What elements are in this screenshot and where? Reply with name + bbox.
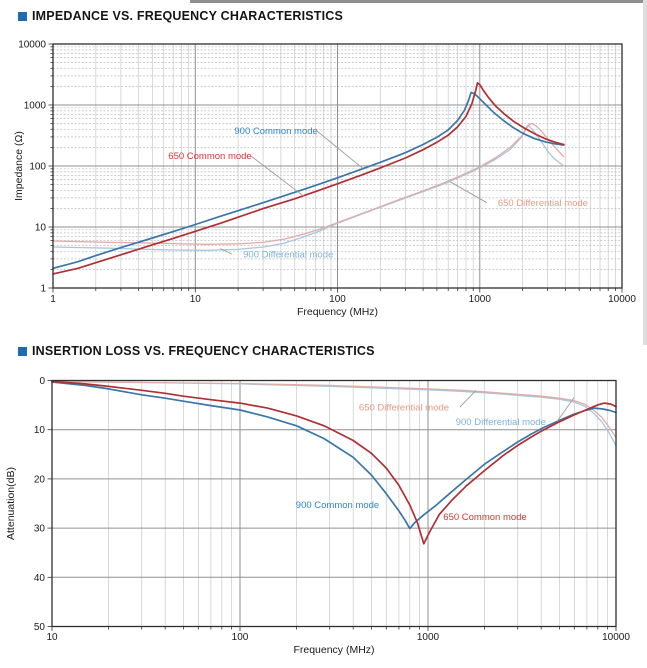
axis-ticks	[48, 43, 623, 293]
series-label-650-common-mode: 650 Common mode	[443, 512, 526, 523]
title-bullet-icon	[18, 346, 27, 356]
series-curves	[51, 380, 617, 545]
y-tick-label: 1	[40, 284, 46, 295]
tick-labels: 10 100 1000 10000 0 10 20 30 40 50	[34, 376, 630, 643]
x-tick-label: 10	[190, 294, 202, 305]
tick-labels: 1 10 100 1000 10000 1 10 100 1000 10000	[18, 40, 636, 306]
x-tick-label: 1	[50, 294, 56, 305]
insertion-loss-chart-title: INSERTION LOSS VS. FREQUENCY CHARACTERIS…	[18, 344, 375, 358]
page-right-edge-decoration	[643, 0, 647, 345]
y-tick-label: 100	[29, 162, 46, 173]
x-axis-label: Frequency (MHz)	[293, 644, 374, 656]
y-tick-label: 1000	[24, 101, 47, 112]
x-axis-label: Frequency (MHz)	[297, 306, 378, 318]
annotation-leader-line	[316, 130, 363, 169]
series-labels: 900 Common mode 650 Common mode 650 Differ…	[168, 126, 588, 260]
x-tick-label: 10	[46, 632, 58, 643]
x-tick-label: 1000	[417, 632, 440, 643]
x-tick-label: 1000	[469, 294, 492, 305]
curve-650-differential-mode	[51, 380, 617, 439]
series-label-900-differential-mode: 900 Differential mode	[456, 417, 546, 428]
impedance-chart: 900 Common mode 650 Common mode 650 Differ…	[13, 40, 636, 319]
annotation-leaders	[220, 130, 488, 255]
insertion-loss-chart: 650 Differential mode 900 Differential mo…	[5, 376, 630, 656]
title-text: IMPEDANCE VS. FREQUENCY CHARACTERISTICS	[32, 9, 344, 23]
curve-900-differential-mode	[51, 380, 617, 447]
x-tick-label: 10000	[602, 632, 630, 643]
series-curves	[52, 82, 565, 275]
plot-border	[51, 379, 617, 628]
series-label-900-differential-mode: 900 Differential mode	[243, 249, 333, 260]
annotation-leader-line	[220, 248, 233, 255]
y-tick-label: 30	[34, 524, 46, 535]
x-tick-label: 100	[329, 294, 346, 305]
axis-ticks	[47, 380, 617, 631]
grid-major	[52, 380, 616, 627]
series-label-650-differential-mode: 650 Differential mode	[498, 198, 588, 209]
title-bullet-icon	[18, 11, 27, 21]
annotation-leaders	[459, 389, 575, 423]
y-tick-label: 0	[39, 376, 45, 387]
y-axis-label: Attenuation(dB)	[5, 467, 17, 540]
curve-650-differential-mode	[52, 122, 565, 245]
series-label-650-differential-mode: 650 Differential mode	[359, 402, 449, 413]
y-tick-label: 40	[34, 573, 46, 584]
grid-minor	[108, 380, 608, 627]
impedance-chart-title: IMPEDANCE VS. FREQUENCY CHARACTERISTICS	[18, 9, 343, 23]
series-label-900-common-mode: 900 Common mode	[296, 500, 379, 511]
annotation-leader-line	[459, 389, 477, 408]
curve-900-common-mode	[51, 381, 617, 530]
series-label-650-common-mode: 650 Common mode	[168, 151, 251, 162]
y-axis-label: Impedance (Ω)	[13, 131, 25, 201]
curve-900-common-mode	[52, 91, 565, 270]
annotation-leader-line	[449, 181, 488, 204]
series-labels: 650 Differential mode 900 Differential mo…	[296, 402, 546, 523]
title-text: INSERTION LOSS VS. FREQUENCY CHARACTERIS…	[32, 344, 375, 358]
y-tick-label: 50	[34, 622, 46, 633]
x-tick-label: 10000	[608, 294, 636, 305]
y-tick-label: 20	[34, 474, 46, 485]
curve-650-common-mode	[52, 82, 565, 275]
series-label-900-common-mode: 900 Common mode	[234, 126, 317, 137]
annotation-leader-line	[556, 396, 575, 423]
annotation-leader-line	[250, 155, 305, 197]
page-top-edge-decoration	[190, 0, 647, 3]
y-tick-label: 10	[34, 425, 46, 436]
curve-650-common-mode	[51, 380, 617, 545]
y-tick-label: 10000	[18, 40, 46, 51]
y-tick-label: 10	[35, 223, 47, 234]
x-tick-label: 100	[232, 632, 249, 643]
